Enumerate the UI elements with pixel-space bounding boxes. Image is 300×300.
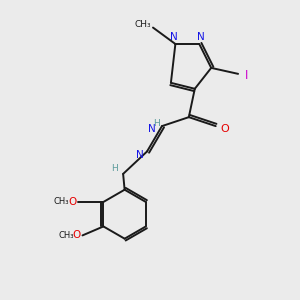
Text: CH₃: CH₃ — [54, 197, 69, 206]
Text: N: N — [170, 32, 178, 42]
Text: I: I — [245, 69, 249, 82]
Text: CH₃: CH₃ — [58, 231, 74, 240]
Text: N: N — [197, 32, 205, 42]
Text: CH₃: CH₃ — [134, 20, 151, 29]
Text: O: O — [220, 124, 229, 134]
Text: N: N — [136, 150, 143, 161]
Text: O: O — [68, 197, 76, 207]
Text: H: H — [153, 119, 160, 128]
Text: H: H — [111, 164, 118, 173]
Text: O: O — [73, 230, 81, 240]
Text: N: N — [148, 124, 155, 134]
